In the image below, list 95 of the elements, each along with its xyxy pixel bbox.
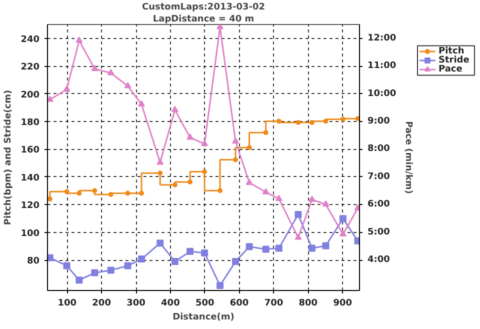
y-axis-title: Pitch(bpm) and Stride(cm) xyxy=(4,90,14,226)
point xyxy=(186,248,194,255)
y-tick-label: 180 xyxy=(20,118,40,128)
y2-axis-title: Pace (min/km) xyxy=(403,121,414,194)
x-tick-label: 800 xyxy=(298,298,318,308)
point xyxy=(276,118,282,124)
point xyxy=(158,170,163,176)
chart-title: CustomLaps:2013-03-02 xyxy=(142,2,266,12)
chart-subtitle: LapDistance = 40 m xyxy=(152,14,254,24)
x-tick-label: 200 xyxy=(92,298,111,308)
point xyxy=(171,106,178,112)
point xyxy=(296,120,301,125)
point xyxy=(201,140,208,146)
point xyxy=(216,282,224,290)
y-tick-label: 240 xyxy=(20,34,40,45)
point xyxy=(232,258,240,266)
point xyxy=(202,169,208,174)
y-tick-label: 100 xyxy=(20,228,40,239)
y-tick-label: 120 xyxy=(20,201,40,212)
point xyxy=(322,200,330,207)
y-tick-label: 80 xyxy=(26,256,40,267)
point xyxy=(218,188,223,194)
point xyxy=(246,178,253,185)
x-tick-label: 300 xyxy=(126,298,146,308)
point xyxy=(76,276,83,284)
point xyxy=(48,254,54,262)
point xyxy=(308,244,316,252)
point xyxy=(262,188,270,194)
y2-tick-label: 6:00 xyxy=(368,200,390,210)
point xyxy=(339,215,346,222)
point xyxy=(309,120,314,125)
x-tick-label: 100 xyxy=(58,298,77,308)
point xyxy=(339,230,346,236)
x-tick-label: 900 xyxy=(333,298,352,308)
point xyxy=(246,243,253,250)
point xyxy=(138,100,146,107)
y2-tick-label: 8:00 xyxy=(368,144,390,154)
y2-tick-label: 4:00 xyxy=(368,255,390,266)
point xyxy=(246,145,252,150)
point xyxy=(125,190,130,196)
point xyxy=(275,194,282,202)
point xyxy=(172,182,178,188)
point xyxy=(232,137,240,144)
legend-label: Pitch xyxy=(438,46,464,57)
point xyxy=(124,82,132,88)
point xyxy=(340,116,346,122)
point xyxy=(294,210,302,218)
point xyxy=(308,196,316,202)
legend-label: Stride xyxy=(438,56,470,66)
point xyxy=(92,188,98,194)
point xyxy=(124,262,132,270)
point xyxy=(48,96,54,102)
point xyxy=(108,192,114,197)
point xyxy=(263,130,268,136)
point xyxy=(48,196,52,202)
point xyxy=(294,234,302,240)
y2-tick-label: 10:00 xyxy=(368,88,396,99)
point xyxy=(107,69,114,76)
point xyxy=(186,134,194,140)
point xyxy=(63,85,70,92)
point xyxy=(139,190,144,196)
y2-tick-label: 7:00 xyxy=(368,172,390,182)
legend-label: Pace xyxy=(438,64,462,75)
point xyxy=(156,158,164,165)
x-tick-label: 400 xyxy=(161,298,180,308)
point xyxy=(171,258,178,266)
y2-tick-label: 12:00 xyxy=(368,33,396,44)
point xyxy=(63,262,70,270)
y2-tick-label: 5:00 xyxy=(368,227,390,238)
point xyxy=(107,266,114,274)
point xyxy=(76,190,82,196)
point xyxy=(201,249,208,256)
point xyxy=(275,244,282,252)
x-tick-label: 700 xyxy=(264,298,284,308)
point xyxy=(91,64,98,72)
point xyxy=(355,116,360,122)
x-tick-label: 600 xyxy=(230,298,249,308)
y-tick-label: 220 xyxy=(20,62,40,73)
point xyxy=(322,242,330,250)
point xyxy=(76,36,83,43)
point xyxy=(323,118,328,124)
point xyxy=(188,180,193,185)
y-tick-label: 160 xyxy=(20,146,40,156)
point xyxy=(156,240,164,247)
y-tick-label: 200 xyxy=(20,90,40,100)
point xyxy=(262,246,270,253)
point xyxy=(233,157,238,162)
point xyxy=(138,256,146,263)
point xyxy=(64,189,70,194)
x-tick-label: 500 xyxy=(195,298,214,308)
x-axis-title: Distance(m) xyxy=(172,312,234,322)
y-tick-label: 140 xyxy=(20,173,40,184)
y2-tick-label: 9:00 xyxy=(368,116,390,126)
y2-tick-label: 11:00 xyxy=(368,61,396,72)
point xyxy=(91,269,98,276)
